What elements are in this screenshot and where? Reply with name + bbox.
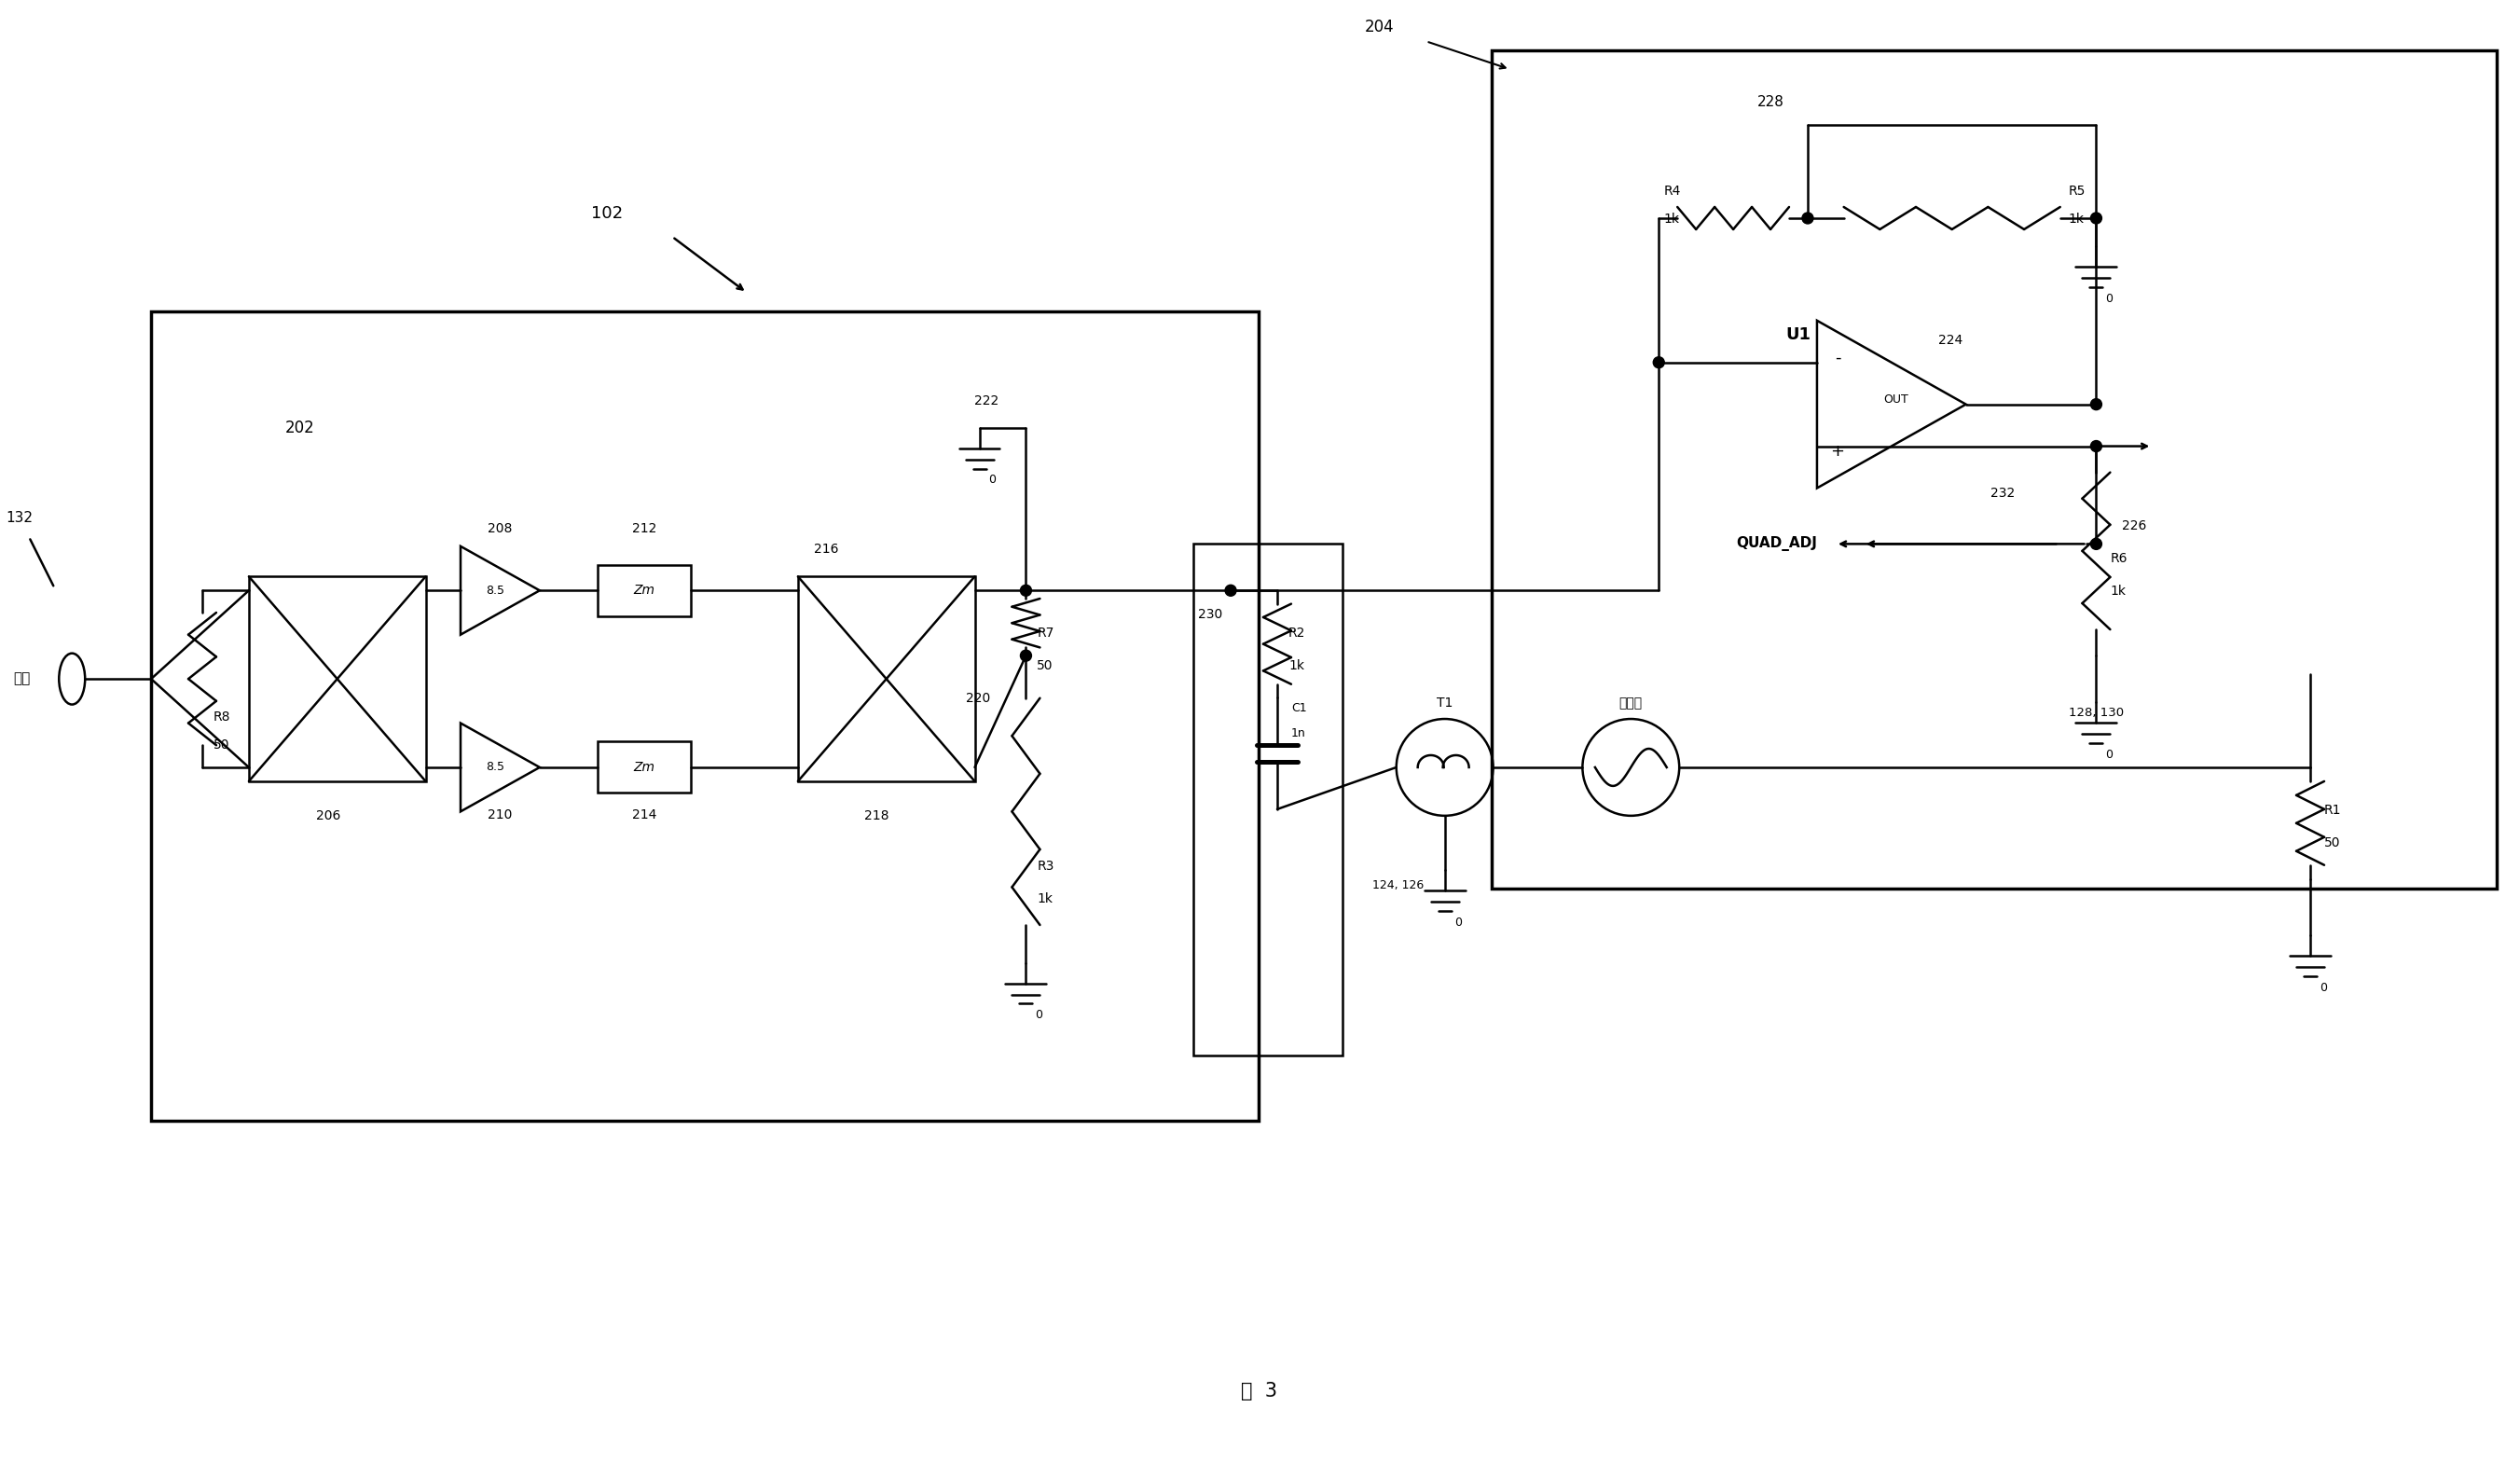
Text: U1: U1 <box>1787 326 1812 342</box>
Text: 222: 222 <box>975 394 998 407</box>
Circle shape <box>1225 584 1237 596</box>
Text: C1: C1 <box>1290 703 1308 714</box>
Text: 218: 218 <box>864 809 890 822</box>
Text: 0: 0 <box>2107 292 2112 304</box>
Text: 128, 130: 128, 130 <box>2069 707 2124 719</box>
Text: 212: 212 <box>633 523 658 536</box>
Bar <box>1194 545 1343 1055</box>
Text: R7: R7 <box>1038 627 1053 639</box>
Text: 50: 50 <box>2323 837 2341 849</box>
Bar <box>1492 50 2497 889</box>
Text: 1k: 1k <box>1663 213 1678 226</box>
Bar <box>151 311 1257 1120</box>
Text: T1: T1 <box>1436 697 1454 710</box>
Text: 50: 50 <box>214 738 229 751</box>
Text: R2: R2 <box>1288 627 1305 639</box>
Bar <box>597 742 690 793</box>
Text: QUAD_ADJ: QUAD_ADJ <box>1736 536 1817 552</box>
Text: 0: 0 <box>1036 1010 1043 1021</box>
Bar <box>249 577 426 781</box>
Text: 50: 50 <box>1038 660 1053 673</box>
Text: 0: 0 <box>2107 748 2112 760</box>
Text: 132: 132 <box>5 511 33 525</box>
Text: 1k: 1k <box>2109 584 2127 598</box>
Text: 220: 220 <box>965 692 990 706</box>
Text: 1k: 1k <box>2069 213 2084 226</box>
Text: OUT: OUT <box>1882 394 1908 406</box>
Text: 有损耗: 有损耗 <box>1620 697 1643 710</box>
Text: 224: 224 <box>1938 334 1963 347</box>
Text: Zm: Zm <box>633 760 655 773</box>
Text: 204: 204 <box>1366 19 1394 35</box>
Text: R6: R6 <box>2109 552 2127 565</box>
Text: 0: 0 <box>2318 982 2326 993</box>
Text: 216: 216 <box>814 543 839 556</box>
Text: 1k: 1k <box>1288 660 1305 673</box>
Text: -: - <box>1835 350 1840 366</box>
Text: 206: 206 <box>315 809 340 822</box>
Text: 0: 0 <box>1454 917 1462 928</box>
Circle shape <box>2092 539 2102 549</box>
Text: 214: 214 <box>633 809 658 821</box>
Bar <box>597 565 690 615</box>
Text: R1: R1 <box>2323 803 2341 816</box>
Text: 226: 226 <box>2122 520 2147 533</box>
Text: 1k: 1k <box>1038 892 1053 905</box>
Text: 1n: 1n <box>1290 728 1305 739</box>
Text: 输入: 输入 <box>13 672 30 686</box>
Text: 124, 126: 124, 126 <box>1373 880 1424 892</box>
Circle shape <box>1021 584 1031 596</box>
Text: R3: R3 <box>1038 859 1053 872</box>
Circle shape <box>1021 649 1031 661</box>
Text: 0: 0 <box>988 474 995 486</box>
Text: 202: 202 <box>285 419 315 435</box>
Text: R5: R5 <box>2069 184 2087 198</box>
Text: +: + <box>1830 443 1845 459</box>
Circle shape <box>1653 357 1663 368</box>
Text: R4: R4 <box>1663 184 1681 198</box>
Text: Zm: Zm <box>633 584 655 596</box>
Circle shape <box>2092 441 2102 452</box>
Bar <box>799 577 975 781</box>
Text: 8.5: 8.5 <box>486 584 504 596</box>
Text: 230: 230 <box>1197 608 1222 621</box>
Text: R8: R8 <box>214 710 232 723</box>
Text: 210: 210 <box>489 809 512 821</box>
Circle shape <box>2092 399 2102 410</box>
Text: 102: 102 <box>592 205 622 221</box>
Text: 8.5: 8.5 <box>486 762 504 773</box>
Circle shape <box>2092 213 2102 224</box>
Text: 232: 232 <box>1991 487 2016 500</box>
Text: 208: 208 <box>489 523 512 536</box>
Text: 图  3: 图 3 <box>1240 1382 1278 1401</box>
Text: 228: 228 <box>1756 96 1784 109</box>
Circle shape <box>1802 213 1814 224</box>
